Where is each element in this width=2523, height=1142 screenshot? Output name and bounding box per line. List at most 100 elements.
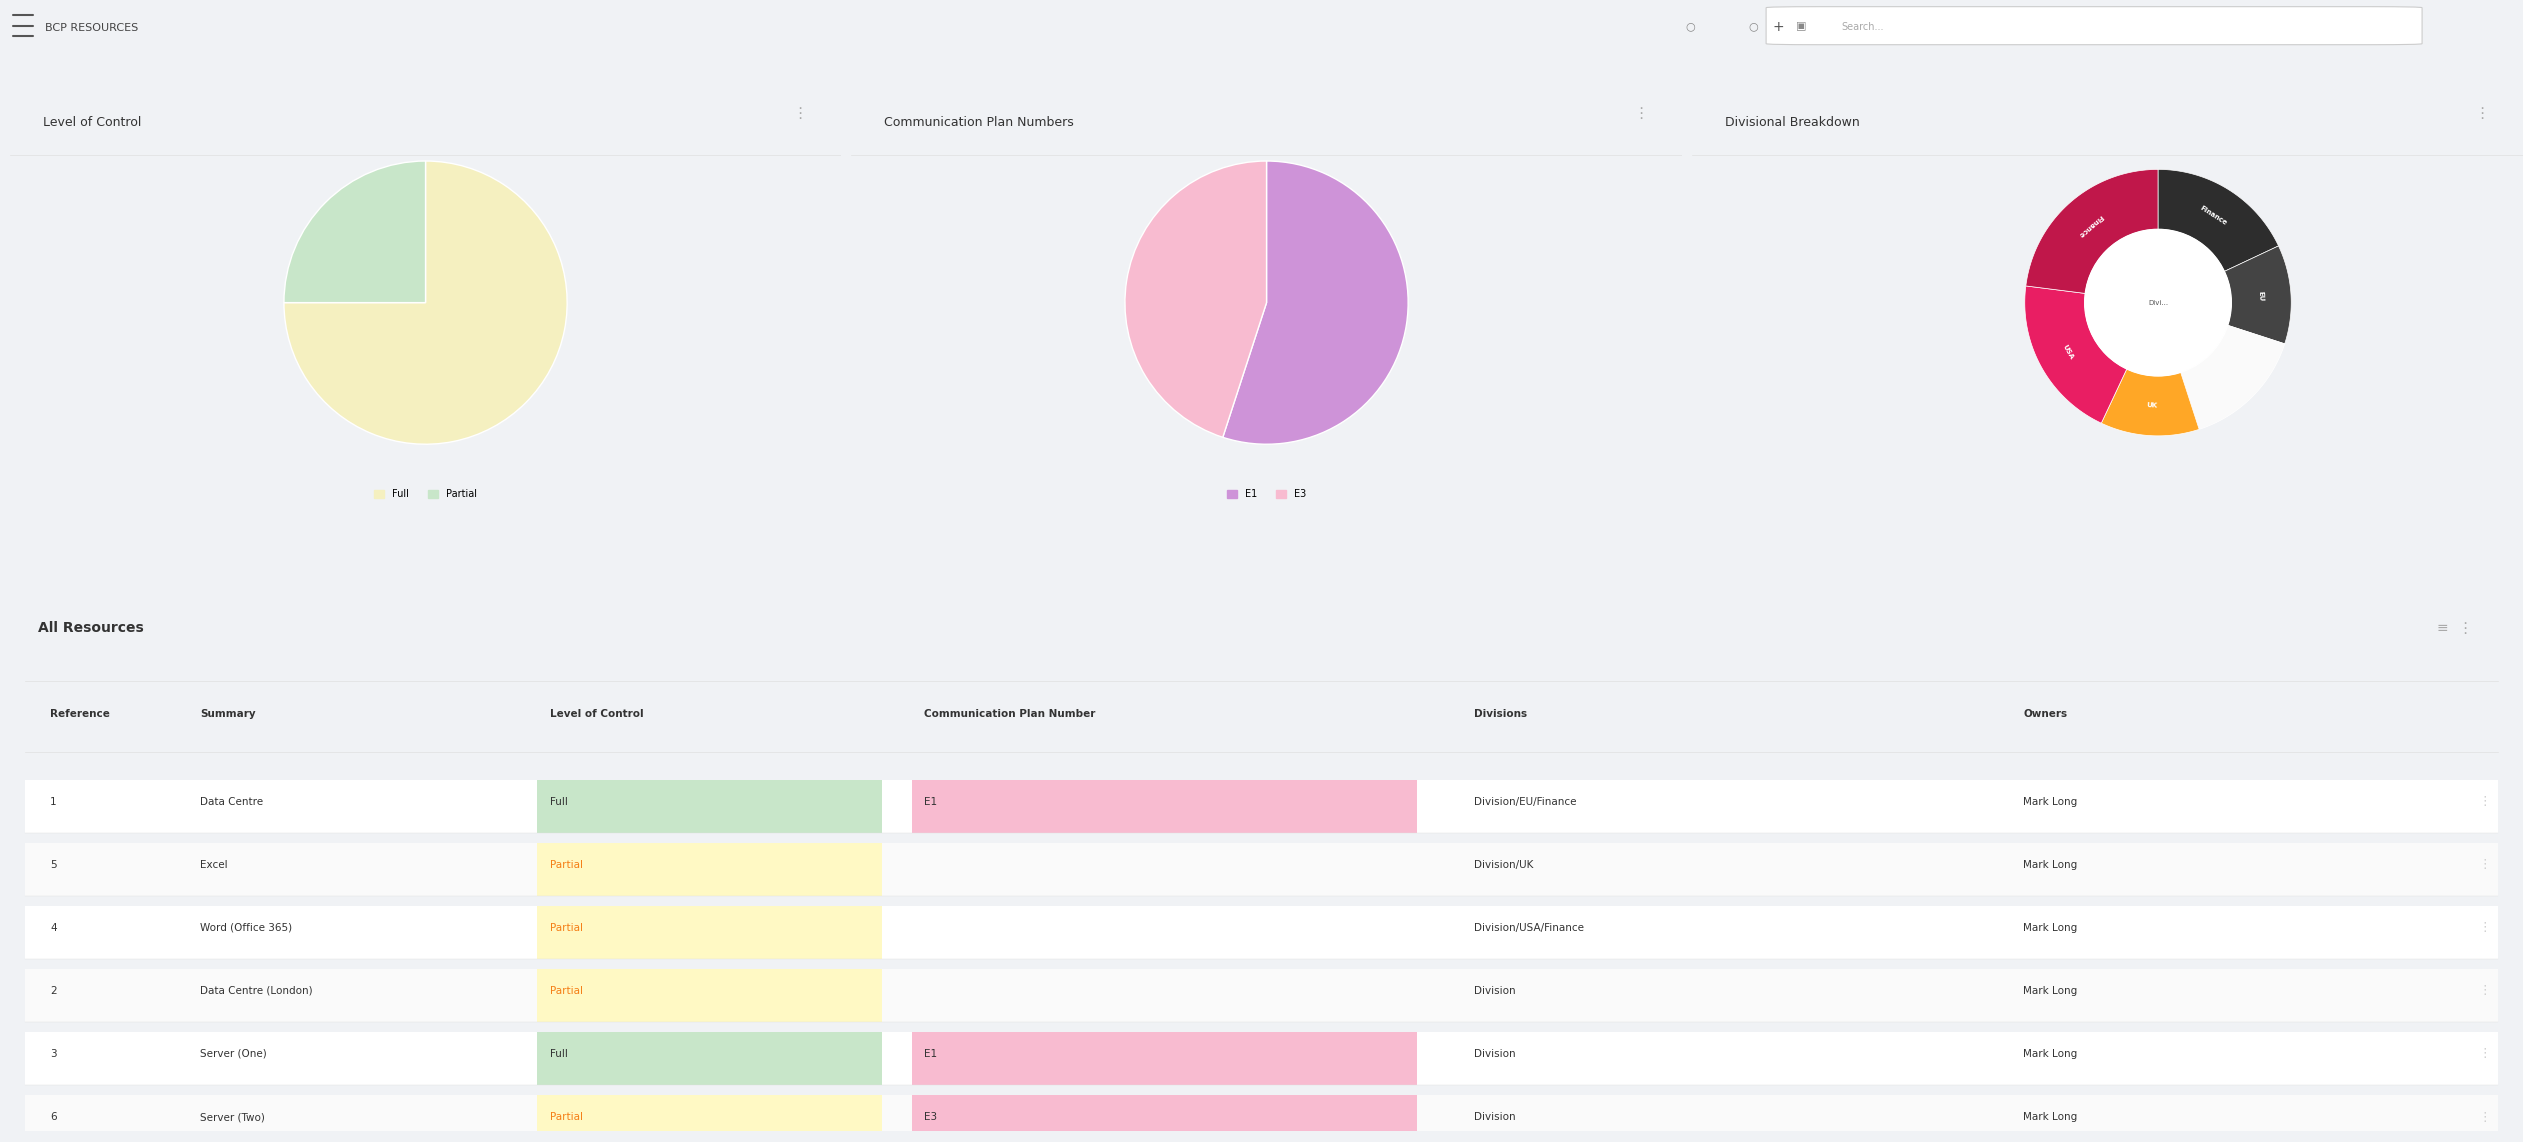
Text: Reference: Reference	[50, 709, 111, 719]
Text: Mark Long: Mark Long	[2023, 860, 2076, 870]
Text: Division/UK: Division/UK	[1473, 860, 1534, 870]
Text: All Resources: All Resources	[38, 621, 144, 635]
Bar	[537, 843, 883, 896]
Text: 5: 5	[50, 860, 56, 870]
Text: E1: E1	[923, 797, 939, 806]
Legend: E1, E3: E1, E3	[1224, 485, 1309, 504]
Polygon shape	[2026, 286, 2127, 424]
Text: 1: 1	[50, 797, 56, 806]
Text: Communication Plan Numbers: Communication Plan Numbers	[886, 116, 1075, 129]
Text: Mark Long: Mark Long	[2023, 923, 2076, 933]
Bar	[537, 906, 883, 959]
Text: Division/EU/Finance: Division/EU/Finance	[1473, 797, 1577, 806]
Polygon shape	[2195, 281, 2228, 344]
Text: Partial: Partial	[550, 860, 583, 870]
Polygon shape	[2102, 369, 2200, 436]
Text: Server (Two): Server (Two)	[199, 1112, 265, 1121]
Bar	[537, 1095, 883, 1142]
Polygon shape	[2157, 232, 2225, 288]
Text: Divi...: Divi...	[2147, 299, 2167, 306]
Text: Summary: Summary	[199, 709, 255, 719]
Text: Word (Office 365): Word (Office 365)	[199, 923, 293, 933]
Text: Divisions: Divisions	[1473, 709, 1526, 719]
Text: Finance: Finance	[2198, 204, 2228, 226]
Circle shape	[2084, 230, 2230, 376]
Text: 6: 6	[50, 1112, 56, 1121]
Bar	[25, 1095, 2498, 1142]
Text: Division: Division	[1473, 1049, 1516, 1059]
Text: Mark Long: Mark Long	[2023, 1112, 2076, 1121]
Text: ○: ○	[1685, 22, 1695, 32]
Text: ⋮: ⋮	[2478, 795, 2490, 809]
Text: Division: Division	[1473, 986, 1516, 996]
Circle shape	[2112, 256, 2205, 349]
Text: Communication Plan Number: Communication Plan Number	[923, 709, 1095, 719]
Bar	[537, 780, 883, 834]
Bar	[25, 906, 2498, 959]
Polygon shape	[2157, 169, 2278, 272]
Text: Division: Division	[1473, 1112, 1516, 1121]
Text: Partial: Partial	[550, 923, 583, 933]
Text: ▣: ▣	[1796, 22, 1806, 32]
Bar	[537, 1032, 883, 1086]
Text: E1: E1	[923, 1049, 939, 1059]
Text: Data Centre: Data Centre	[199, 797, 262, 806]
Text: ⋮: ⋮	[2475, 106, 2490, 121]
Text: Full: Full	[550, 797, 568, 806]
Bar	[25, 1032, 2498, 1086]
Text: E3: E3	[923, 1112, 939, 1121]
Text: ⋮: ⋮	[2478, 984, 2490, 997]
Text: Mark Long: Mark Long	[2023, 797, 2076, 806]
Text: Level of Control: Level of Control	[550, 709, 643, 719]
Wedge shape	[285, 161, 426, 303]
Text: Mark Long: Mark Long	[2023, 1049, 2076, 1059]
Polygon shape	[2087, 262, 2119, 344]
Text: Owners: Owners	[2023, 709, 2066, 719]
Wedge shape	[1224, 161, 1408, 444]
Bar	[25, 968, 2498, 1022]
Text: Excel: Excel	[199, 860, 227, 870]
Text: BCP RESOURCES: BCP RESOURCES	[45, 23, 139, 33]
Text: 3: 3	[50, 1049, 56, 1059]
Text: EU: EU	[2258, 291, 2263, 301]
Text: ⋮: ⋮	[1632, 106, 1648, 121]
Text: 2: 2	[50, 986, 56, 996]
Wedge shape	[1125, 161, 1267, 437]
Bar	[25, 780, 2498, 834]
Bar	[25, 843, 2498, 896]
Text: Data Centre (London): Data Centre (London)	[199, 986, 313, 996]
Text: ⋮: ⋮	[792, 106, 807, 121]
Wedge shape	[285, 161, 568, 444]
Text: 4: 4	[50, 923, 56, 933]
Text: ⋮: ⋮	[2478, 859, 2490, 871]
Text: Partial: Partial	[550, 986, 583, 996]
Legend: Full, Partial: Full, Partial	[371, 485, 479, 504]
Text: Server (One): Server (One)	[199, 1049, 267, 1059]
Text: Level of Control: Level of Control	[43, 116, 141, 129]
Text: Search...: Search...	[1842, 22, 1885, 32]
Polygon shape	[2102, 232, 2157, 275]
Text: USA: USA	[2061, 344, 2074, 361]
Polygon shape	[2225, 246, 2291, 344]
Text: Division/USA/Finance: Division/USA/Finance	[1473, 923, 1584, 933]
Text: Finance: Finance	[2076, 212, 2104, 238]
Bar	[537, 968, 883, 1022]
Polygon shape	[2026, 169, 2157, 293]
Text: Mark Long: Mark Long	[2023, 986, 2076, 996]
Text: ⋮: ⋮	[2478, 922, 2490, 934]
Text: ⋮: ⋮	[2457, 621, 2473, 636]
Text: ≡: ≡	[2437, 621, 2447, 635]
Text: Divisional Breakdown: Divisional Breakdown	[1726, 116, 1859, 129]
Polygon shape	[2172, 330, 2215, 370]
Bar	[911, 1032, 1418, 1086]
Text: ⋮: ⋮	[2478, 1110, 2490, 1124]
Text: UK: UK	[2147, 402, 2157, 409]
Text: Partial: Partial	[550, 1112, 583, 1121]
Text: Full: Full	[550, 1049, 568, 1059]
Polygon shape	[2102, 330, 2180, 373]
Polygon shape	[2180, 325, 2286, 429]
Text: ○: ○	[1748, 22, 1759, 32]
Bar	[911, 1095, 1418, 1142]
Text: +: +	[1774, 19, 1784, 34]
Bar	[911, 780, 1418, 834]
